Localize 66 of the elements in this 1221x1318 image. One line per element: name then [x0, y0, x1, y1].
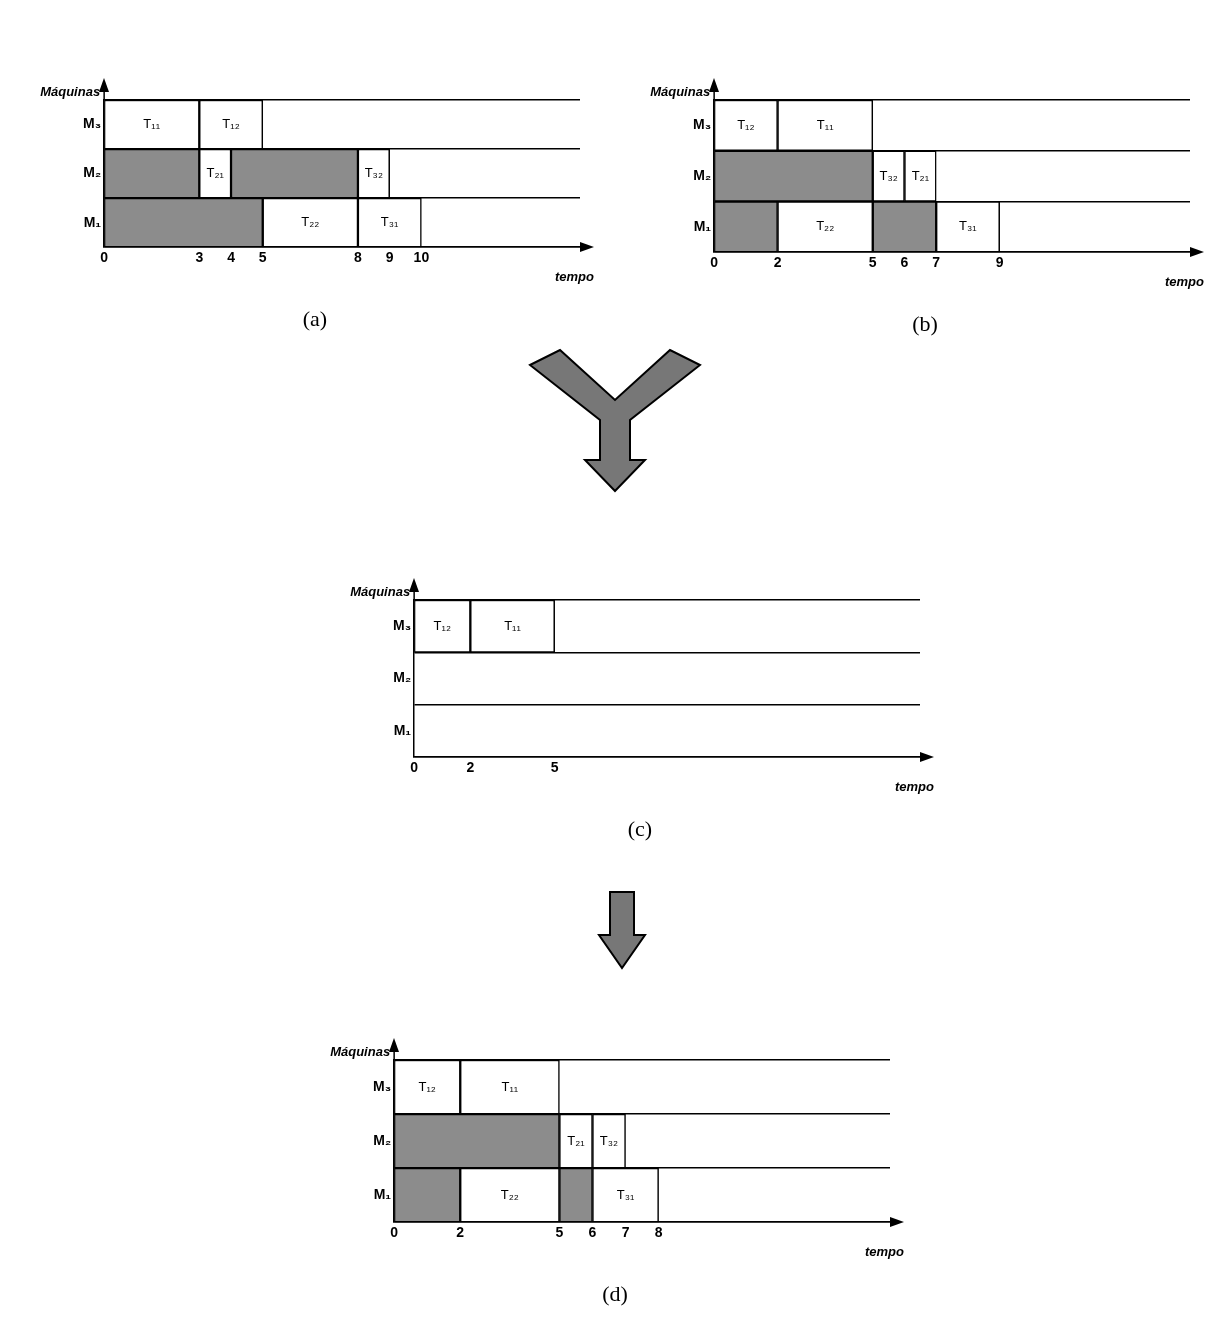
x-tick-label: 6	[588, 1224, 597, 1241]
x-tick-label: 10	[413, 249, 430, 266]
x-tick-label: 0	[710, 254, 719, 271]
data-label: T₁₂	[222, 116, 240, 132]
x-tick-label: 8	[354, 249, 363, 266]
x-tick-label: 5	[868, 254, 877, 271]
x-tick-label: 0	[390, 1224, 399, 1241]
y-tick-label: M₂	[373, 1131, 392, 1148]
y-tick-label: M₂	[693, 166, 712, 183]
x-tick-label: 0	[100, 249, 109, 266]
x-tick-label: 7	[621, 1224, 630, 1241]
x-tick-label: 9	[385, 249, 394, 266]
text: (a)	[301, 306, 329, 332]
x-axis-title: tempo	[555, 268, 595, 284]
x-tick-label: 0	[410, 759, 419, 776]
data-label: T₃₂	[364, 165, 383, 181]
y-axis-title: Máquinas	[350, 583, 411, 599]
data-label: T₃₁	[616, 1186, 635, 1202]
y-axis-title: Máquinas	[650, 83, 711, 99]
x-tick-label: 5	[550, 759, 559, 776]
data-label: T₁₁	[501, 1078, 519, 1094]
y-tick-label: M₁	[693, 217, 712, 234]
y-tick-label: M₁	[373, 1186, 392, 1203]
y-tick-label: M₃	[693, 116, 712, 133]
data-label: T₃₁	[959, 218, 978, 234]
x-axis-title: tempo	[1165, 273, 1205, 289]
data-label: T₃₁	[380, 214, 400, 230]
x-tick-label: 2	[773, 254, 782, 271]
y-tick-label: M₂	[393, 669, 412, 686]
y-tick-label: M₃	[83, 115, 102, 132]
data-label: T₁₂	[433, 617, 451, 633]
x-tick-label: 2	[456, 1224, 465, 1241]
text: (b)	[911, 311, 939, 337]
x-tick-label: 5	[555, 1224, 564, 1241]
data-label: T₂₂	[301, 214, 320, 230]
data-label: T₂₂	[500, 1186, 519, 1202]
data-label: T₁₂	[737, 116, 755, 132]
data-label: T₂₁	[567, 1132, 586, 1148]
data-label: T₁₁	[816, 116, 835, 132]
data-label: T₂₁	[206, 165, 225, 181]
data-label: T₂₁	[911, 167, 930, 183]
y-tick-label: M₁	[83, 213, 102, 230]
data-label: T₁₁	[504, 617, 522, 633]
y-tick-label: M₃	[393, 617, 412, 634]
x-tick-label: 2	[466, 759, 475, 776]
x-tick-label: 3	[195, 249, 204, 266]
data-label: T₁₂	[418, 1078, 436, 1094]
y-axis-title: Máquinas	[330, 1043, 391, 1059]
data-label: T₂₂	[816, 218, 835, 234]
text: (c)	[626, 816, 654, 842]
x-axis-title: tempo	[895, 778, 935, 794]
x-axis-title: tempo	[865, 1243, 905, 1259]
x-tick-label: 6	[900, 254, 909, 271]
x-tick-label: 5	[258, 249, 267, 266]
x-tick-label: 7	[932, 254, 941, 271]
y-tick-label: M₁	[393, 721, 412, 738]
y-axis-title: Máquinas	[40, 83, 101, 99]
x-tick-label: 8	[654, 1224, 663, 1241]
text: (d)	[601, 1281, 629, 1307]
data-label: T₁₁	[143, 116, 161, 132]
y-tick-label: M₃	[373, 1077, 392, 1094]
data-label: T₃₂	[879, 167, 898, 183]
x-tick-label: 9	[995, 254, 1004, 271]
x-tick-label: 4	[227, 249, 236, 266]
y-tick-label: M₂	[83, 164, 102, 181]
data-label: T₃₂	[599, 1132, 619, 1148]
